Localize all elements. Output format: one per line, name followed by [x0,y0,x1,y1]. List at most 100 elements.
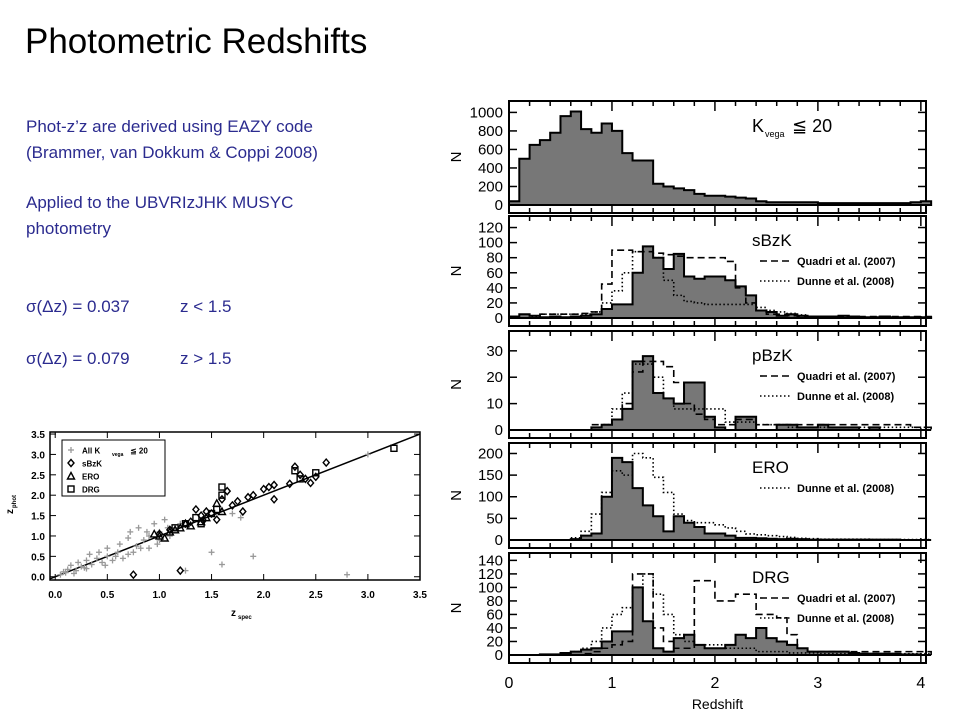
x-tick-label: 4 [916,675,925,692]
scatter-point [130,549,137,556]
panel-label-sub: vega [765,129,785,139]
scatter-point [212,498,222,508]
scatter-point [114,549,121,556]
scatter-point [191,504,200,515]
x-axis-title: z [231,608,236,619]
scatter-point [270,480,279,490]
legend-marker [66,471,76,480]
x-tick-label: 0.0 [48,590,62,601]
scatter-legend: All K vega ≦ 20 sBzK ERO DRG [61,439,166,497]
scatter-point [127,528,134,535]
scatter-point [229,510,236,517]
scatter-point [244,492,252,502]
y-tick-label: 0 [495,197,503,214]
scatter-point [95,549,102,556]
legend-label: Dunne et al. (2008) [797,276,895,288]
x-axis-title: Redshift [692,696,743,712]
scatter-point [238,506,247,517]
panel-label: DRG [752,568,790,587]
panel-label: ERO [752,458,789,477]
y-tick-label: 20 [486,633,503,650]
scatter-point [192,513,200,522]
x-tick-label: 2.5 [309,590,323,601]
scatter-point [70,570,77,577]
scatter-point [78,563,85,570]
y-tick-label: 40 [486,620,503,637]
panel-frame [508,552,927,664]
histogram-dotted [509,452,932,541]
y-tick-label: 2.0 [31,491,45,502]
scatter-series-+ [57,451,371,578]
y-tick-label: 1.5 [31,512,45,523]
scatter-point [249,490,258,500]
histogram-panel-ero: 0 50 100 150 200 N ERO Dunne et al. (2008) [448,442,932,549]
legend-label: Dunne et al. (2008) [797,613,895,625]
condition-low-z: z < 1.5 [180,297,232,316]
histogram-dotted [509,573,932,656]
y-axis-title: N [448,152,465,163]
panel-frame [508,100,927,214]
x-tick-label: 0.5 [100,590,114,601]
legend-label: Quadri et al. (2007) [797,593,896,605]
panel-label: sBzK [752,231,792,250]
scatter-point [181,520,190,528]
x-tick-label: 1.5 [205,590,219,601]
y-axis-title: z [5,509,16,514]
y-tick-label: 100 [478,235,503,252]
photometry-line: photometry [26,219,112,238]
legend-label-sub: vega [112,452,124,458]
x-tick-label: 3.5 [413,590,427,601]
scatter-point [129,570,138,580]
eazy-line: Phot-z’z are derived using EAZY code [26,117,313,136]
scatter-point [104,545,111,552]
panel-label: K [752,116,764,136]
scatter-point [112,553,119,560]
y-tick-label: 80 [486,593,503,610]
panel-frame [508,330,927,439]
scatter-point [312,469,320,477]
scatter-point [143,528,150,535]
scatter-point [67,562,74,569]
y-tick-label: 600 [478,141,503,158]
scatter-point [218,494,226,504]
scatter-point [208,549,215,556]
scatter-point [102,562,109,569]
legend-label-suffix: ≦ 20 [130,447,148,456]
scatter-point [140,537,147,544]
x-tick-label: 0 [505,675,514,692]
sigma-high-z: σ(Δz) = 0.079 [26,349,130,368]
scatter-point [159,533,170,542]
y-tick-label: 120 [478,566,503,583]
scatter-point [270,494,279,504]
scatter-point [161,516,168,523]
y-tick-label: 120 [478,220,503,237]
y-tick-label: 0 [495,532,503,549]
scatter-point [306,478,315,488]
scatter-point [149,528,159,538]
scatter-point [64,566,71,573]
scatter-point [237,514,244,521]
scatter-point [86,551,93,558]
scatter-point [207,509,216,518]
y-tick-label: 140 [478,552,503,569]
scatter-point [125,551,132,558]
scatter-point [218,561,225,568]
legend-label: sBzK [82,460,102,469]
histogram-dashed [509,249,932,319]
scatter-point [125,535,132,542]
legend-label: DRG [82,486,100,495]
y-tick-label: 0 [495,310,503,327]
scatter-point [116,541,123,548]
legend-label: Dunne et al. (2008) [797,483,895,495]
x-tick-label: 2 [710,675,719,692]
scatter-point [285,479,294,489]
scatter-point [233,496,242,506]
panel-label: pBzK [752,346,793,365]
legend-label: ERO [82,473,99,482]
scatter-point [250,553,257,560]
legend-label: Quadri et al. (2007) [797,256,896,268]
y-tick-label: 30 [486,343,503,360]
